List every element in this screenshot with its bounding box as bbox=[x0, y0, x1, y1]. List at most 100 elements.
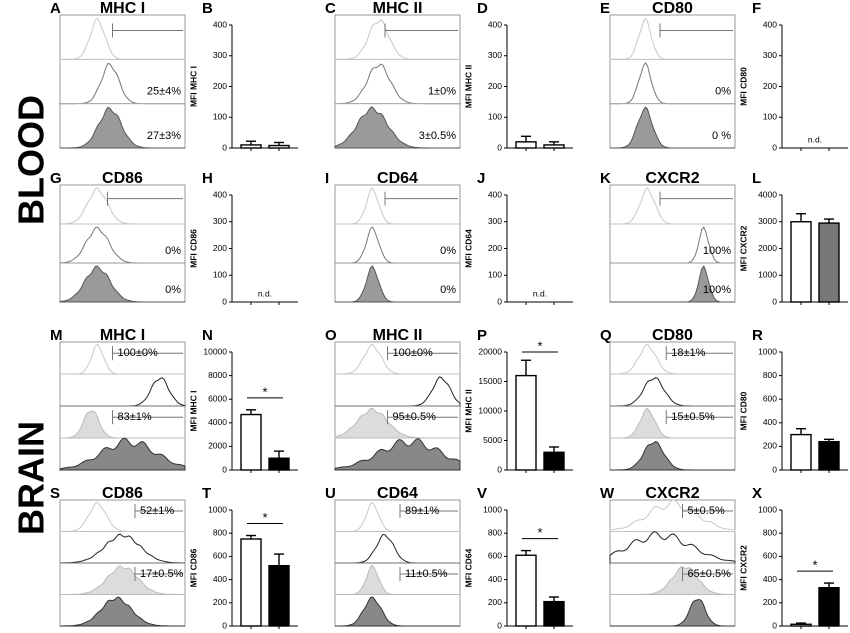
histogram-trace bbox=[59, 437, 186, 471]
histogram-trace bbox=[610, 106, 735, 149]
histogram-trace bbox=[59, 187, 185, 225]
gate-percent: 1±0% bbox=[428, 86, 456, 98]
histogram-trace bbox=[335, 376, 461, 407]
y-axis-label: MFI CD80 bbox=[738, 67, 748, 106]
bar bbox=[790, 623, 812, 627]
y-tick-label: 0 bbox=[222, 464, 227, 474]
y-tick-label: 600 bbox=[763, 393, 777, 403]
y-tick-label: 400 bbox=[763, 574, 777, 584]
bar bbox=[543, 144, 565, 149]
histogram-trace bbox=[59, 62, 186, 105]
y-tick-label: 0 bbox=[497, 296, 502, 306]
histogram-trace bbox=[60, 377, 186, 407]
gate-percent: 3±0.5% bbox=[419, 130, 456, 142]
y-axis-label: MFI CXCR2 bbox=[738, 545, 748, 591]
y-tick-label: 0 bbox=[772, 142, 777, 152]
gate-percent: 27±3% bbox=[147, 130, 181, 142]
histogram-trace bbox=[610, 441, 735, 471]
y-tick-label: 1000 bbox=[758, 346, 777, 356]
gate-percent: 100% bbox=[703, 245, 731, 257]
gate-percent: 89±1% bbox=[405, 505, 439, 517]
bar bbox=[268, 564, 290, 627]
panel-title: CD86 bbox=[102, 485, 143, 502]
histogram-frame bbox=[609, 14, 736, 149]
y-tick-label: 200 bbox=[488, 597, 502, 607]
panel-letter: J bbox=[477, 170, 485, 187]
y-axis-label: MFI CD64 bbox=[463, 229, 473, 268]
panel-letter: D bbox=[477, 0, 488, 17]
panel-title: CD64 bbox=[377, 485, 418, 502]
y-tick-label: 4000 bbox=[208, 417, 227, 427]
y-tick-label: 6000 bbox=[208, 393, 227, 403]
gate-percent: 0% bbox=[165, 284, 181, 296]
y-axis-label: MFI MHC I bbox=[188, 390, 198, 431]
y-tick-label: 100 bbox=[213, 112, 227, 122]
panel-title: CD80 bbox=[652, 327, 693, 344]
panel-letter: E bbox=[600, 0, 610, 17]
y-tick-label: 400 bbox=[763, 417, 777, 427]
y-tick-label: 0 bbox=[772, 464, 777, 474]
bar bbox=[240, 413, 262, 471]
histogram-trace bbox=[334, 106, 460, 149]
y-tick-label: 600 bbox=[488, 551, 502, 561]
y-tick-label: 4000 bbox=[758, 189, 777, 199]
y-tick-label: 1000 bbox=[758, 504, 777, 514]
y-tick-label: 20000 bbox=[478, 346, 502, 356]
gate-percent: 52±1% bbox=[140, 505, 174, 517]
y-tick-label: 300 bbox=[763, 50, 777, 60]
panel-letter: X bbox=[752, 485, 762, 502]
histogram-trace bbox=[335, 265, 460, 303]
panel-title: CD64 bbox=[377, 170, 418, 187]
bar bbox=[790, 433, 812, 471]
y-tick-label: 200 bbox=[213, 81, 227, 91]
annotation: n.d. bbox=[808, 134, 822, 144]
panel-letter: A bbox=[50, 0, 61, 17]
bar bbox=[818, 587, 840, 627]
y-tick-label: 400 bbox=[213, 19, 227, 29]
histogram-trace bbox=[59, 265, 185, 303]
y-tick-label: 0 bbox=[497, 620, 502, 630]
y-tick-label: 100 bbox=[763, 112, 777, 122]
significance-mark: * bbox=[262, 510, 267, 525]
bar bbox=[790, 221, 812, 303]
panel-letter: Q bbox=[600, 327, 612, 344]
y-tick-label: 2000 bbox=[208, 441, 227, 451]
panel-letter: M bbox=[50, 327, 63, 344]
y-tick-label: 800 bbox=[488, 527, 502, 537]
gate-percent: 11±0.5% bbox=[405, 568, 448, 580]
y-tick-label: 200 bbox=[763, 597, 777, 607]
bar bbox=[543, 451, 565, 471]
y-tick-label: 600 bbox=[213, 551, 227, 561]
histogram-trace bbox=[610, 187, 735, 225]
gate-percent: 65±0.5% bbox=[688, 568, 732, 580]
gate-percent: 25±4% bbox=[147, 86, 181, 98]
histogram-trace bbox=[60, 565, 185, 595]
panel-letter: T bbox=[202, 485, 211, 502]
bar bbox=[515, 554, 537, 627]
y-tick-label: 200 bbox=[763, 441, 777, 451]
y-tick-label: 1000 bbox=[208, 504, 227, 514]
panel-letter: V bbox=[477, 485, 487, 502]
y-tick-label: 400 bbox=[213, 189, 227, 199]
gate-percent: 95±0.5% bbox=[393, 411, 437, 423]
y-tick-label: 200 bbox=[488, 243, 502, 253]
y-tick-label: 3000 bbox=[758, 216, 777, 226]
bar bbox=[818, 440, 840, 471]
histogram-trace bbox=[335, 501, 460, 532]
panel-letter: P bbox=[477, 327, 487, 344]
gate-percent: 100% bbox=[703, 284, 731, 296]
y-tick-label: 200 bbox=[213, 597, 227, 607]
y-tick-label: 1000 bbox=[483, 504, 502, 514]
gate-percent: 0% bbox=[715, 86, 731, 98]
panel-title: CXCR2 bbox=[645, 170, 699, 187]
y-tick-label: 0 bbox=[222, 296, 227, 306]
histogram-trace bbox=[60, 106, 185, 149]
y-tick-label: 2000 bbox=[758, 243, 777, 253]
y-tick-label: 200 bbox=[213, 243, 227, 253]
panel-title: CD80 bbox=[652, 0, 693, 17]
panel-letter: C bbox=[325, 0, 336, 17]
significance-mark: * bbox=[537, 338, 542, 353]
panel-letter: K bbox=[600, 170, 611, 187]
panel-letter: U bbox=[325, 485, 336, 502]
